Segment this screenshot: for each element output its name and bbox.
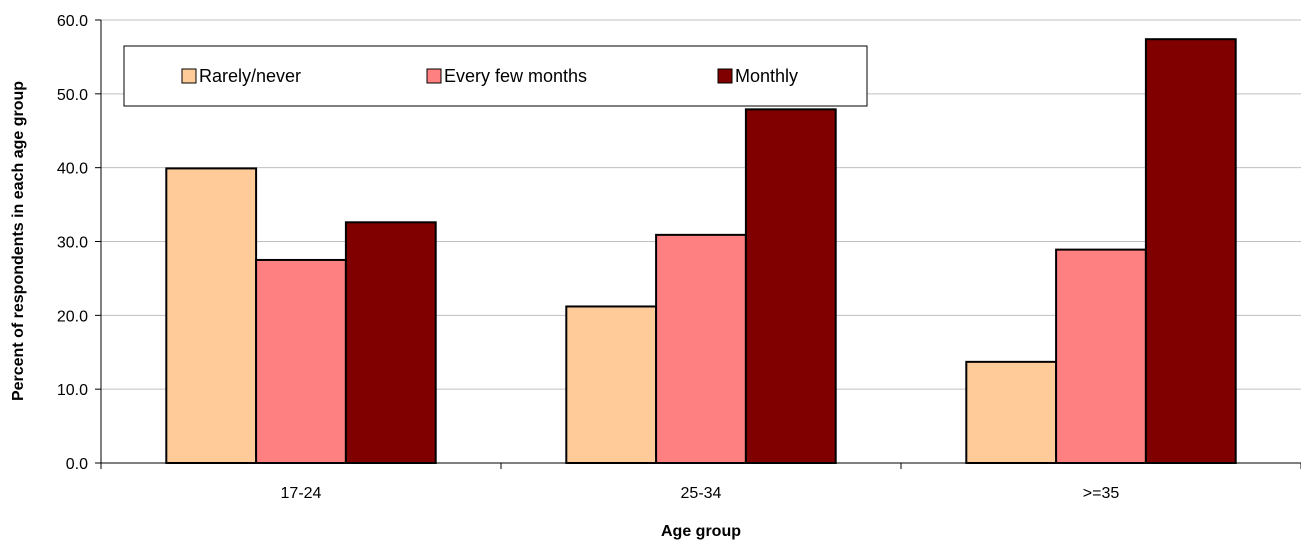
y-tick-label: 50.0	[57, 87, 88, 104]
bar	[255, 258, 347, 465]
y-tick-label: 60.0	[57, 13, 88, 30]
bar	[744, 108, 837, 464]
x-tick-label: >=35	[1083, 485, 1120, 502]
bar	[965, 360, 1058, 464]
y-tick-label: 10.0	[57, 382, 88, 399]
x-tick-label: 25-34	[681, 485, 722, 502]
legend-swatch-rarely-never	[181, 68, 197, 84]
legend-swatch-every-few-months	[426, 68, 442, 84]
x-ticks: 17-24 25-34 >=35	[100, 463, 1301, 502]
bar	[344, 221, 437, 464]
bar	[655, 233, 747, 464]
x-axis-title: Age group	[661, 523, 741, 540]
legend-swatch-monthly	[717, 68, 733, 84]
bar	[165, 167, 258, 464]
bars	[165, 38, 1237, 465]
y-axis-title: Percent of respondents in each age group	[10, 81, 27, 401]
legend: Rarely/never Every few months Monthly	[123, 45, 868, 107]
y-tick-label: 30.0	[57, 235, 88, 252]
y-ticks: 0.0 10.0 20.0 30.0 40.0 50.0 60.0	[57, 13, 101, 473]
legend-box	[123, 45, 868, 107]
legend-label-rarely-never: Rarely/never	[199, 66, 301, 86]
bar	[1144, 38, 1237, 465]
x-tick-label: 17-24	[281, 485, 322, 502]
y-tick-label: 0.0	[66, 456, 88, 473]
y-tick-label: 20.0	[57, 308, 88, 325]
bar	[565, 305, 658, 464]
y-tick-label: 40.0	[57, 161, 88, 178]
legend-label-monthly: Monthly	[735, 66, 798, 86]
bar	[1055, 248, 1147, 464]
legend-label-every-few-months: Every few months	[444, 66, 587, 86]
